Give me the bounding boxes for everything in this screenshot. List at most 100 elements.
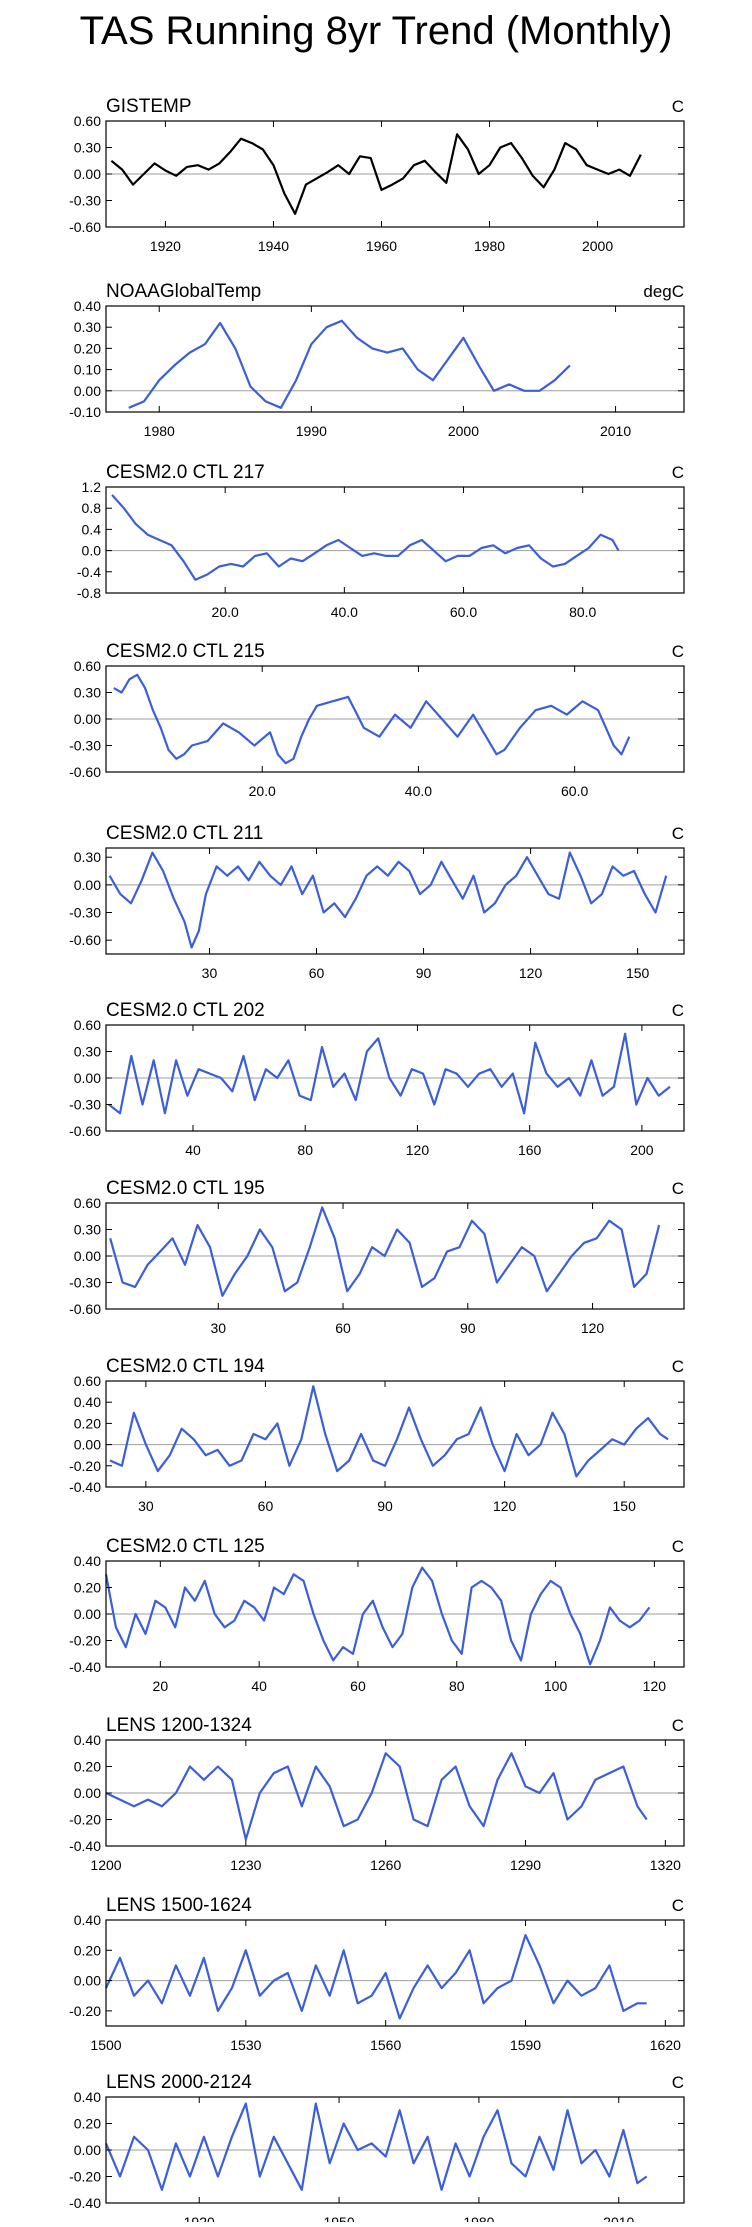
y-tick-label: 0.00	[74, 383, 101, 399]
units-label: C	[672, 1537, 684, 1556]
y-tick-label: -0.60	[69, 764, 101, 780]
y-tick-label: 0.00	[74, 166, 101, 182]
x-tick-label: 200	[630, 1142, 654, 1158]
y-tick-label: -0.60	[69, 1123, 101, 1139]
x-tick-label: 60	[350, 1678, 366, 1694]
series-line	[104, 1566, 651, 1666]
y-tick-label: 0.30	[74, 140, 101, 156]
chart-title: CESM2.0 CTL 211	[106, 823, 263, 844]
chart-panel: NOAAGlobalTemp degC -0.10 0.00 0.10 0.20 0.30 0…	[69, 281, 685, 439]
y-tick-label: 0.40	[74, 298, 101, 314]
chart-panel: CESM2.0 CTL 211 C -0.60 -0.30 0.00 0.30 30 60 90…	[69, 823, 685, 981]
chart-title: CESM2.0 CTL 202	[106, 1000, 265, 1021]
y-tick-label: 0.00	[74, 1785, 101, 1801]
units-label: degC	[643, 282, 684, 301]
y-tick-label: -0.40	[69, 1479, 101, 1495]
y-tick-label: -0.30	[69, 1275, 101, 1291]
y-tick-label: -0.8	[77, 585, 101, 601]
x-tick-label: 80	[297, 1142, 313, 1158]
x-tick-label: 100	[544, 1678, 568, 1694]
x-tick-label: 1920	[150, 238, 181, 254]
y-tick-label: 0.20	[74, 1580, 101, 1596]
x-tick-label: 40.0	[405, 783, 432, 799]
plot-frame	[105, 1919, 685, 2027]
y-tick-label: 0.40	[74, 2089, 101, 2105]
x-tick-label: 1940	[258, 238, 289, 254]
x-tick-label: 30	[138, 1498, 154, 1514]
units-label: C	[672, 824, 684, 843]
y-tick-label: 0.00	[74, 1606, 101, 1622]
chart-panel: CESM2.0 CTL 215 C -0.60 -0.30 0.00 0.30 0.60 20…	[69, 641, 685, 799]
x-tick-label: 1980	[463, 2214, 494, 2222]
series-line	[105, 1933, 647, 2020]
x-tick-label: 90	[416, 965, 432, 981]
chart-title: LENS 2000-2124	[106, 2072, 252, 2093]
x-tick-label: 80.0	[569, 604, 596, 620]
units-label: C	[672, 97, 684, 116]
units-label: C	[672, 642, 684, 661]
panels: GISTEMP C -0.60 -0.30 0.00 0.30 0.60 1920 1940 19…	[69, 96, 685, 2227]
y-tick-label: 0.00	[74, 1070, 101, 1086]
x-tick-label: 40	[251, 1678, 267, 1694]
y-tick-label: -0.40	[69, 1838, 101, 1854]
units-label: C	[672, 1001, 684, 1020]
x-tick-label: 20.0	[212, 604, 239, 620]
chart-title: GISTEMP	[106, 96, 192, 117]
plot-frame	[105, 847, 685, 955]
chart-panel: LENS 1200-1324 C -0.40 -0.20 0.00 0.20 0.40 120…	[69, 1715, 685, 1873]
y-tick-label: 0.60	[74, 1373, 101, 1389]
y-tick-label: -0.40	[69, 1659, 101, 1675]
x-tick-label: 60	[258, 1498, 274, 1514]
series-line	[109, 1206, 661, 1297]
units-label: C	[672, 1896, 684, 1915]
y-tick-label: 0.30	[74, 319, 101, 335]
x-tick-label: 1230	[230, 1857, 261, 1873]
chart-panel: CESM2.0 CTL 125 C -0.40 -0.20 0.00 0.20 0.40 20…	[69, 1536, 685, 1694]
y-tick-label: -0.30	[69, 193, 101, 209]
series-line	[113, 673, 631, 765]
y-tick-label: 0.20	[74, 2116, 101, 2132]
plot-frame	[105, 486, 685, 594]
x-tick-label: 1920	[184, 2214, 215, 2222]
chart-title: LENS 1500-1624	[106, 1895, 252, 1916]
chart-panel: LENS 1500-1624 C -0.20 0.00 0.20 0.40 1500 1530…	[69, 1895, 685, 2053]
chart-title: CESM2.0 CTL 217	[106, 462, 265, 483]
y-tick-label: 0.00	[74, 1248, 101, 1264]
y-tick-label: 0.30	[74, 849, 101, 865]
x-tick-label: 20	[153, 1678, 169, 1694]
x-tick-label: 1990	[296, 423, 327, 439]
y-tick-label: 0.8	[82, 500, 102, 516]
y-tick-label: -0.20	[69, 1633, 101, 1649]
y-tick-label: 0.60	[74, 1195, 101, 1211]
x-tick-label: 2010	[603, 2214, 634, 2222]
y-tick-label: -0.60	[69, 219, 101, 235]
x-tick-label: 120	[581, 1320, 605, 1336]
y-tick-label: 0.20	[74, 1415, 101, 1431]
x-tick-label: 1320	[650, 1857, 681, 1873]
x-tick-label: 120	[643, 1678, 667, 1694]
x-tick-label: 90	[377, 1498, 393, 1514]
y-tick-label: 0.40	[74, 1394, 101, 1410]
x-tick-label: 60.0	[450, 604, 477, 620]
chart-title: CESM2.0 CTL 215	[106, 641, 265, 662]
y-tick-label: -0.20	[69, 2169, 101, 2185]
x-tick-label: 1560	[370, 2037, 401, 2053]
x-tick-label: 150	[613, 1498, 637, 1514]
x-tick-label: 1590	[510, 2037, 541, 2053]
y-tick-label: -0.60	[69, 932, 101, 948]
chart-panel: CESM2.0 CTL 194 C -0.40 -0.20 0.00 0.20 0.40 0.…	[69, 1356, 685, 1514]
units-label: C	[672, 1179, 684, 1198]
x-tick-label: 40	[185, 1142, 201, 1158]
x-tick-label: 1200	[90, 1857, 121, 1873]
y-tick-label: 0.0	[82, 543, 102, 559]
y-tick-label: 0.40	[74, 1732, 101, 1748]
series-line	[111, 494, 620, 581]
y-tick-label: -0.10	[69, 404, 101, 420]
x-tick-label: 1980	[144, 423, 175, 439]
x-tick-label: 2000	[448, 423, 479, 439]
y-tick-label: 0.20	[74, 1942, 101, 1958]
plot-frame	[105, 1380, 685, 1488]
y-tick-label: 0.30	[74, 685, 101, 701]
chart-title: NOAAGlobalTemp	[106, 281, 261, 302]
